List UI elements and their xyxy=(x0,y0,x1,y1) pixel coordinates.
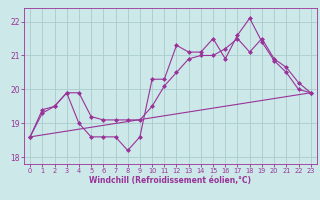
X-axis label: Windchill (Refroidissement éolien,°C): Windchill (Refroidissement éolien,°C) xyxy=(89,176,252,185)
